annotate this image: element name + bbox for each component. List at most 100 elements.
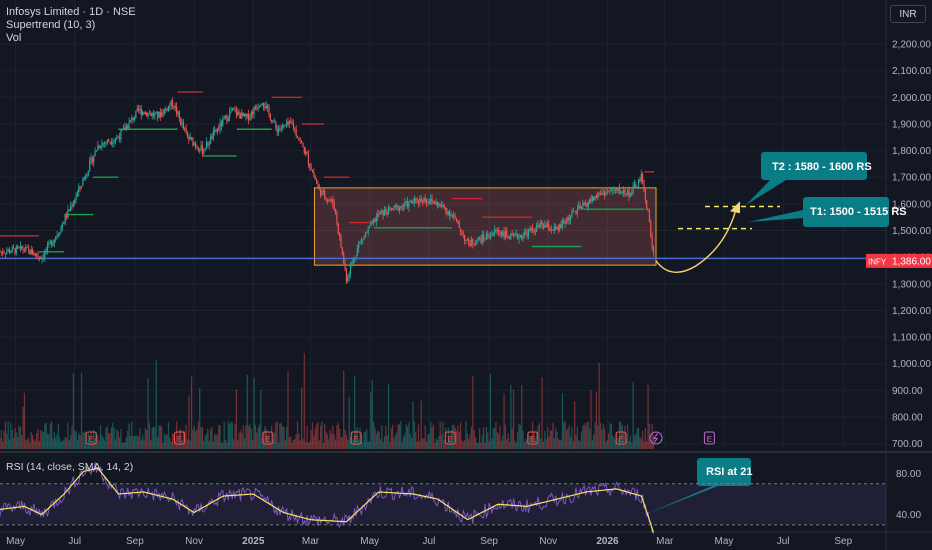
candle-body (118, 137, 121, 140)
legend-volume[interactable]: Vol (6, 32, 22, 44)
volume-bar (296, 421, 299, 449)
candle-body (576, 208, 579, 214)
candle-body (507, 235, 509, 239)
candle-body (560, 224, 562, 229)
candle-body (363, 235, 365, 240)
volume-bar (253, 378, 255, 449)
candle-body (40, 257, 42, 260)
volume-bar (165, 435, 167, 449)
volume-bar (75, 431, 77, 449)
volume-bar (629, 435, 631, 449)
volume-bar (288, 437, 290, 449)
volume-bar (510, 384, 512, 449)
candle-body (10, 251, 12, 253)
candle-body (245, 114, 247, 117)
candle-body (146, 112, 148, 117)
volume-bar (117, 431, 119, 449)
volume-bar (461, 439, 463, 449)
rsi-axis[interactable]: 40.00 80.00 (896, 469, 921, 521)
volume-bar (224, 439, 227, 449)
rsi-legend[interactable]: RSI (14, close, SMA, 14, 2) (6, 461, 134, 473)
volume-bar (525, 439, 527, 449)
volume-bar (530, 436, 532, 449)
volume-bar (38, 441, 40, 449)
volume-bar (371, 379, 373, 449)
volume-bar (131, 421, 133, 449)
volume-bar (349, 436, 352, 449)
volume-bar (256, 432, 258, 449)
volume-bar (652, 434, 655, 449)
candle-body (324, 190, 326, 198)
volume-bar (552, 422, 554, 449)
volume-bar (575, 434, 577, 449)
candle-body (439, 203, 441, 205)
volume-bar (212, 441, 214, 449)
volume-bar (348, 396, 350, 449)
candle-body (379, 211, 382, 215)
candle-body (91, 157, 93, 163)
volume-bar (483, 427, 485, 449)
candle-body (405, 201, 407, 203)
candle-body (87, 171, 89, 176)
volume-bar (329, 429, 331, 449)
volume-bar (409, 434, 411, 449)
rsi-line (0, 462, 654, 534)
candle-body (329, 199, 331, 201)
volume-bar (553, 438, 555, 449)
candle-body (32, 249, 34, 255)
candle-body (383, 209, 386, 216)
candle-body (98, 145, 100, 148)
volume-bar (148, 422, 151, 449)
volume-bar (609, 423, 611, 449)
candle-body (374, 219, 376, 223)
legend-title[interactable]: Infosys Limited · 1D · NSE (6, 6, 136, 18)
volume-bar (557, 438, 559, 449)
volume-bar (484, 442, 486, 449)
volume-bar (223, 421, 225, 449)
volume-bar (173, 433, 175, 449)
volume-bar (374, 427, 376, 449)
volume-bar (112, 422, 114, 449)
candle-body (59, 232, 61, 235)
volume-bar (269, 441, 271, 449)
candle-body (348, 274, 350, 277)
volume-bar (364, 431, 367, 449)
volume-bar (455, 431, 458, 449)
candle-body (476, 241, 478, 245)
volume-bar (272, 439, 274, 449)
volume-bar (261, 438, 263, 449)
candle-body (11, 247, 13, 252)
candle-body (89, 161, 91, 172)
candle-body (17, 246, 19, 248)
volume-bar (473, 429, 475, 449)
volume-bar (561, 392, 564, 449)
volume-bar (143, 439, 145, 449)
candle-body (177, 111, 179, 114)
volume-bar (234, 423, 236, 449)
candle-body (188, 136, 190, 140)
candle-body (231, 108, 233, 112)
candle-body (614, 188, 617, 190)
candle-body (549, 229, 551, 231)
candle-body (189, 137, 191, 140)
volume-bar (334, 439, 337, 449)
volume-bar (99, 425, 102, 449)
time-axis[interactable]: May Jul Sep Nov 2025 Mar May Jul Sep Nov 2026 Mar Ma… (6, 536, 853, 547)
candle-body (499, 232, 501, 233)
candle-body (345, 269, 348, 282)
legend-supertrend[interactable]: Supertrend (10, 3) (6, 19, 96, 31)
volume-bar (104, 440, 106, 449)
candle-body (36, 253, 38, 256)
volume-bar (0, 430, 2, 449)
volume-bar (595, 392, 598, 449)
candle-body (273, 121, 276, 123)
candle-body (508, 238, 511, 240)
candle-body (238, 111, 240, 115)
volume-bar (301, 387, 303, 449)
candle-body (170, 100, 172, 107)
candle-body (545, 225, 547, 228)
candle-body (386, 213, 388, 215)
volume-bar (464, 440, 466, 449)
currency-button[interactable]: INR (890, 5, 926, 23)
